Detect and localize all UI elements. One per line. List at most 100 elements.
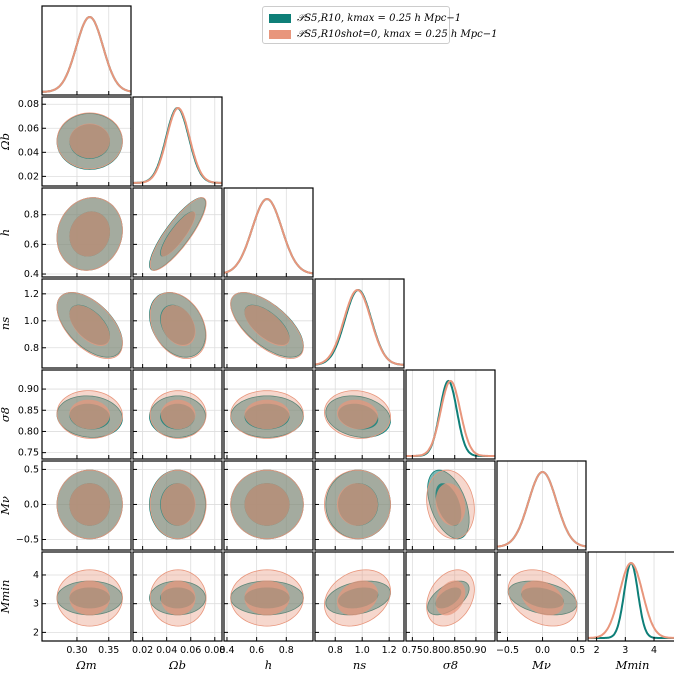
ytick-label-Mν-2: 0.5 [24,464,39,475]
ylabel-ns: ns [0,317,12,330]
panel-frame-2-1 [132,187,223,278]
xtick-label-Mmin-2: 4 [651,645,657,656]
panel-frame-0-0 [41,5,132,96]
marginal-teal-Ωb [133,106,222,184]
marginal-teal-ns [315,288,404,366]
legend-entry-teal: 𝒫S5,R10, kmax = 0.25 h Mpc−1 [269,11,461,25]
panel-frame-5-4 [405,460,496,551]
marginal-salmon-Ωm [42,15,131,93]
xtick-label-Mν-0: −0.5 [496,645,519,656]
panel-frame-6-1 [132,551,223,642]
ytick-label-σ8-0: 0.75 [18,448,39,459]
panel-frame-4-2 [223,369,314,460]
xtick-label-σ8-2: 0.85 [444,645,465,656]
ylabel-σ8: σ8 [0,407,12,422]
xlabel-Ωb: Ωb [168,658,186,672]
contour68-salmon-4-3 [337,399,378,430]
contour68-salmon-3-0 [69,305,110,346]
panel-frame-2-0 [41,187,132,278]
xtick-label-ns-2: 1.2 [382,645,397,656]
marginal-teal-σ8 [406,379,495,457]
contour68-salmon-6-0 [69,580,110,616]
xlabel-Mν: Mν [531,658,551,672]
xtick-label-ns-1: 1.0 [355,645,370,656]
panel-frame-6-2 [223,551,314,642]
legend-swatch-teal [269,13,291,23]
contour68-salmon-6-5 [521,580,564,616]
contour68-salmon-4-1 [160,399,196,430]
contour68-salmon-3-1 [160,305,196,346]
xtick-label-σ8-1: 0.80 [423,645,444,656]
xlabel-ns: ns [353,658,366,672]
ytick-label-Ωb-0: 0.02 [18,171,39,182]
legend-label-salmon: 𝒫S5,R10shot=0, kmax = 0.25 h Mpc−1 [297,28,498,40]
xtick-label-Ωm-0: 0.30 [66,645,87,656]
panel-frame-5-1 [132,460,223,551]
ytick-label-h-0: 0.4 [24,269,39,280]
panel-frame-5-5 [496,460,587,551]
panel-frame-4-0 [41,369,132,460]
contour68-salmon-3-2 [244,305,290,346]
ytick-label-ns-1: 1.0 [24,316,39,327]
panel-frame-5-0 [41,460,132,551]
xtick-label-σ8-3: 0.90 [465,645,486,656]
xtick-label-ns-0: 0.8 [328,645,343,656]
contour68-salmon-5-1 [160,483,196,526]
xtick-label-Ωb-0: 0.02 [132,645,153,656]
ytick-label-ns-0: 0.8 [24,343,39,354]
ytick-label-σ8-3: 0.90 [18,384,39,395]
xtick-label-Ωb-1: 0.04 [156,645,177,656]
xtick-label-Mmin-1: 3 [622,645,628,656]
marginal-salmon-σ8 [406,379,495,457]
ytick-label-Mν-1: 0.0 [24,499,39,510]
contour68-salmon-6-3 [337,580,378,616]
ytick-label-Ωb-1: 0.04 [18,147,39,158]
xtick-label-Ωb-2: 0.06 [180,645,201,656]
xtick-label-h-0: 0.4 [219,645,234,656]
ylabel-Mν: Mν [0,496,12,516]
ylabel-Ωb: Ωb [0,133,12,151]
contour68-salmon-6-2 [244,580,290,616]
contour68-salmon-1-0 [69,123,110,159]
ytick-label-σ8-2: 0.85 [18,405,39,416]
ytick-label-Mmin-2: 4 [33,570,39,581]
ytick-label-Mmin-0: 2 [33,627,39,638]
panel-frame-6-0 [41,551,132,642]
xtick-label-h-2: 0.8 [279,645,294,656]
marginal-teal-Ωm [42,15,131,93]
xtick-label-Mν-2: 0.5 [570,645,585,656]
panel-frame-5-3 [314,460,405,551]
contour68-salmon-5-0 [69,483,110,526]
xlabel-Mmin: Mmin [615,658,650,672]
contour68-salmon-2-1 [160,211,196,257]
contour68-salmon-4-0 [69,399,110,430]
panel-frame-6-4 [405,551,496,642]
panel-frame-4-4 [405,369,496,460]
panel-frame-6-6 [587,551,674,642]
panel-frame-3-0 [41,278,132,369]
ytick-label-Mmin-1: 3 [33,599,39,610]
ytick-label-σ8-1: 0.80 [18,426,39,437]
panel-frame-3-3 [314,278,405,369]
ytick-label-Ωb-2: 0.06 [18,123,39,134]
ytick-label-Mν-0: −0.5 [16,534,39,545]
xlabel-σ8: σ8 [443,658,458,672]
panel-frame-4-3 [314,369,405,460]
contour68-salmon-6-4 [435,580,466,616]
contour68-salmon-6-1 [160,580,196,616]
contour68-salmon-5-3 [337,483,378,526]
legend-swatch-salmon [269,29,291,39]
panel-frame-4-1 [132,369,223,460]
xlabel-h: h [265,658,272,672]
ytick-label-h-1: 0.6 [24,239,39,250]
ytick-label-ns-2: 1.2 [24,289,39,300]
xtick-label-Ωb-3: 0.08 [204,645,225,656]
xtick-label-Mmin-0: 2 [594,645,600,656]
contour68-salmon-5-4 [435,483,466,526]
xtick-label-Ωm-1: 0.35 [98,645,119,656]
panel-frame-6-3 [314,551,405,642]
panel-frame-1-0 [41,96,132,187]
panel-frame-2-2 [223,187,314,278]
marginal-salmon-h [224,197,313,275]
xtick-label-h-1: 0.6 [249,645,264,656]
